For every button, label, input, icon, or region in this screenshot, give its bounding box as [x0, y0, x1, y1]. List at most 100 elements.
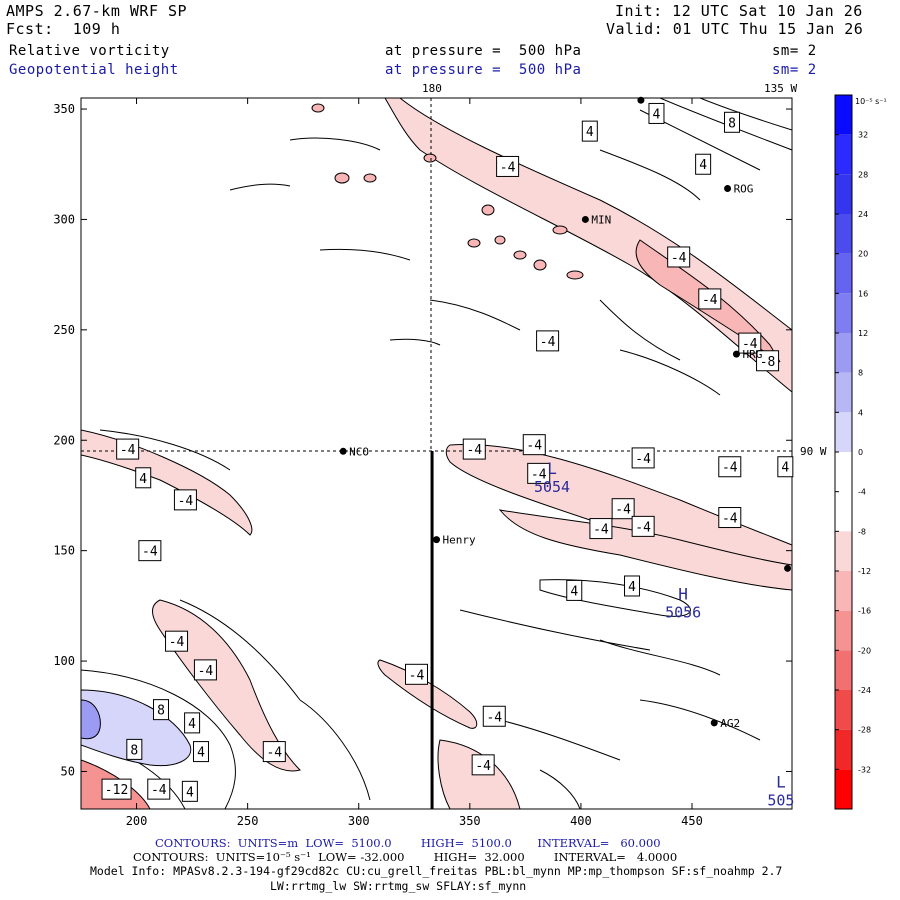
colorbar-swatch — [835, 214, 852, 254]
colorbar-swatch — [835, 293, 852, 333]
svg-text:4: 4 — [186, 785, 194, 800]
contour-label: -4 — [405, 663, 429, 685]
colorbar-swatch — [835, 729, 852, 770]
model-info: Model Info: MPASv8.2.3-194-gf29cd82c CU:… — [90, 864, 783, 878]
svg-text:4: 4 — [570, 584, 578, 599]
colorbar-swatch — [835, 769, 852, 809]
y-tick-label: 50 — [61, 764, 75, 778]
colorbar-tick-label: 24 — [858, 210, 868, 219]
colorbar-tick-label: 28 — [858, 170, 868, 179]
colorbar-swatch — [835, 491, 852, 532]
vorticity-band-west — [81, 429, 253, 536]
colorbar-tick-label: 32 — [858, 131, 868, 140]
y-tick-label: 250 — [53, 323, 75, 337]
contour-label: 4 — [181, 780, 198, 802]
svg-text:-4: -4 — [198, 664, 214, 679]
forecast-hour: Fcst: 109 h — [6, 20, 121, 38]
vorticity-positive-core — [81, 699, 101, 740]
pressure-level-2: at pressure = 500 hPa — [385, 62, 582, 78]
contour-label: -4 — [611, 498, 635, 520]
svg-text:-4: -4 — [722, 461, 738, 476]
map-frame — [80, 97, 793, 810]
model-title: AMPS 2.67-km WRF SP — [6, 2, 188, 20]
colorbar-swatch — [835, 253, 852, 294]
contour-label: 8 — [126, 738, 143, 760]
svg-text:-4: -4 — [742, 337, 758, 352]
svg-text:MIN: MIN — [591, 213, 611, 226]
svg-text:NCO: NCO — [349, 445, 369, 458]
svg-text:-4: -4 — [500, 160, 516, 175]
svg-text:4: 4 — [197, 746, 205, 761]
contour-label: 4 — [192, 741, 209, 763]
svg-text:-12: -12 — [105, 783, 128, 798]
colorbar-swatch — [835, 134, 852, 175]
colorbar-tick-label: -16 — [858, 607, 871, 616]
open-contours — [99, 98, 792, 809]
contour-label: 4 — [695, 153, 712, 175]
contour-label: -4 — [527, 462, 551, 484]
colorbar-tick-label: 8 — [858, 369, 863, 378]
colorbar-tick-label: -24 — [858, 686, 871, 695]
svg-text:8: 8 — [728, 116, 736, 131]
station-rog: ROG — [724, 183, 753, 196]
field-label-vorticity: Relative vorticity — [9, 43, 170, 59]
svg-text:H: H — [678, 585, 688, 604]
model-info-physics: LW:rrtmg_lw SW:rrtmg_sw SFLAY:sf_mynn — [270, 879, 527, 893]
colorbar-tick-label: -32 — [858, 765, 871, 774]
svg-text:-4: -4 — [178, 494, 194, 509]
map-axes: 200 250 300 350 400 450 50 100 150 200 250 300 350 — [53, 98, 792, 828]
svg-text:L: L — [547, 459, 557, 478]
svg-text:ROG: ROG — [734, 183, 754, 196]
contour-label: -4 — [631, 515, 655, 537]
station-hrg: HRG — [732, 348, 762, 361]
svg-text:L: L — [776, 772, 786, 791]
contour-label: 8 — [724, 111, 741, 133]
svg-text:-4: -4 — [151, 783, 167, 798]
contour-label: -4 — [698, 288, 722, 310]
vorticity-field — [81, 98, 792, 809]
contour-label: -4 — [589, 518, 613, 540]
station-nco: NCO — [339, 445, 369, 458]
svg-text:4: 4 — [699, 158, 707, 173]
colorbar-swatch — [835, 412, 852, 452]
svg-text:AG2: AG2 — [720, 717, 740, 730]
x-tick-label: 350 — [459, 814, 481, 828]
x-tick-label: 250 — [237, 814, 259, 828]
contour-label: -4 — [147, 778, 171, 800]
station-markers: NCO Henry ROG MIN HRG AG2 — [339, 96, 792, 730]
y-tick-label: 100 — [53, 654, 75, 668]
contour-label: -4 — [471, 754, 495, 776]
colorbar-tick-label: -12 — [858, 567, 871, 576]
svg-text:-4: -4 — [671, 251, 687, 266]
svg-text:8: 8 — [157, 704, 165, 719]
vorticity-positive-ring — [81, 669, 236, 809]
contour-label: 4 — [184, 712, 201, 734]
smoothing-2: sm= 2 — [772, 62, 817, 78]
contour-label: -12 — [101, 778, 132, 800]
colorbar-swatch — [835, 333, 852, 373]
station-min: MIN — [581, 213, 611, 226]
vorticity-band-north — [384, 98, 792, 393]
contour-label: -4 — [718, 456, 742, 478]
svg-text:505: 505 — [767, 791, 794, 809]
colorbar-tick-label: -28 — [858, 726, 871, 735]
contour-label: -4 — [718, 507, 742, 529]
colorbar-tick-label: -4 — [858, 488, 866, 497]
contour-label: -4 — [173, 489, 197, 511]
svg-text:-4: -4 — [475, 759, 491, 774]
vorticity-blob-south — [377, 659, 478, 729]
lon-label-135w: 135 W — [764, 82, 797, 95]
svg-text:5056: 5056 — [665, 604, 701, 622]
colorbar-swatch — [835, 174, 852, 214]
station-unnamed — [637, 96, 645, 104]
colorbar-tick-label: 16 — [858, 289, 868, 298]
smoothing-1: sm= 2 — [772, 43, 817, 59]
svg-text:-4: -4 — [169, 635, 185, 650]
vorticity-positive-southwest — [81, 689, 192, 767]
svg-text:-4: -4 — [120, 443, 136, 458]
